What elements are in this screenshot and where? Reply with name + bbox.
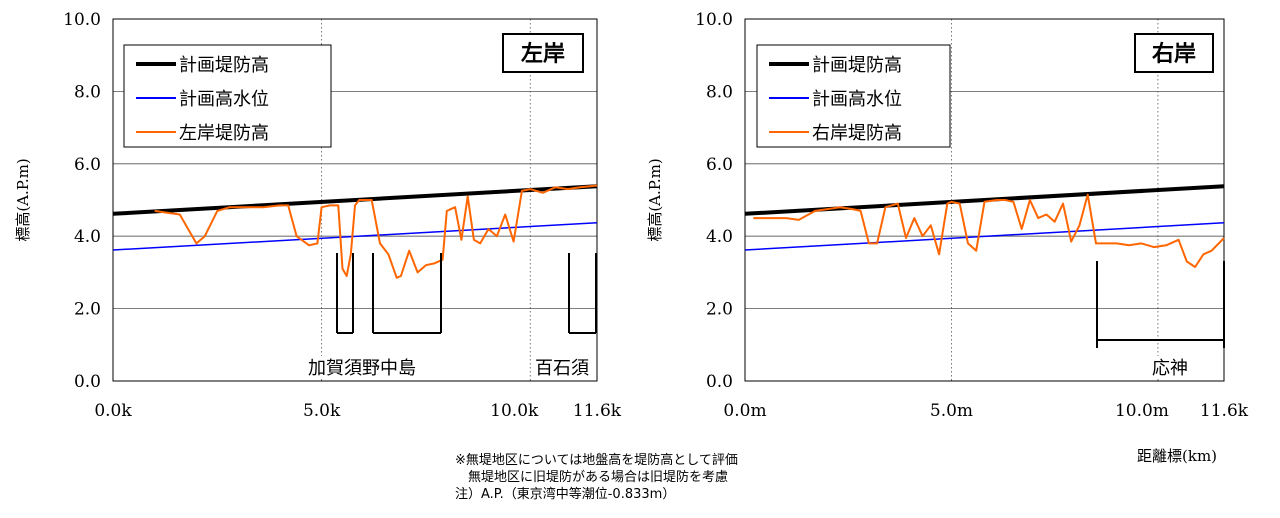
legend-label: 右岸堤防高 — [812, 123, 902, 144]
annotation-bg — [1151, 356, 1189, 378]
note-no-levee: ※無堤地区については地盤高を堤防高として評価 — [455, 453, 738, 468]
bank-label-box — [1134, 33, 1214, 73]
plot-frame — [112, 18, 598, 382]
plot-frame — [744, 18, 1225, 382]
y-tick-label: 8.0 — [74, 82, 101, 102]
section-annotation: 応神 — [1152, 358, 1188, 379]
series-line-bank-levee-height — [154, 184, 598, 279]
x-tick-label: 10.0m — [1115, 401, 1169, 421]
legend-box — [123, 44, 332, 148]
annotation-bg — [305, 356, 419, 378]
y-tick-label: 0.0 — [706, 372, 733, 392]
x-tick-label: 0.0m — [723, 401, 766, 421]
y-tick-label: 10.0 — [695, 10, 733, 30]
x-tick-label: 11.6k — [1200, 401, 1249, 421]
y-tick-label: 0.0 — [74, 372, 101, 392]
chart-panel-left-bank: 0.0 2.0 4.0 6.0 8.0 10.0 0.0k 5.0k 10.0k 11.6k 標高(… — [14, 10, 622, 421]
legend-label: 計画高水位 — [812, 89, 902, 110]
y-tick-label: 4.0 — [706, 227, 733, 247]
y-axis-label: 標高(A.P.m) — [14, 158, 32, 241]
x-tick-label: 5.0m — [930, 401, 973, 421]
footnotes: ※無堤地区については地盤高を堤防高として評価 無堤地区に旧堤防がある場合は旧堤防… — [455, 452, 738, 503]
legend-label: 左岸堤防高 — [179, 123, 269, 144]
legend-label: 計画堤防高 — [179, 55, 269, 76]
bank-label-box — [502, 33, 584, 73]
y-tick-label: 8.0 — [706, 82, 733, 102]
y-tick-label: 2.0 — [706, 300, 733, 320]
y-tick-label: 6.0 — [74, 155, 101, 175]
x-tick-label: 10.0k — [490, 401, 539, 421]
x-axis-title: 距離標(km) — [1137, 447, 1218, 465]
y-axis-label: 標高(A.P.m) — [646, 158, 664, 241]
note-old-levee: 無堤地区に旧堤防がある場合は旧堤防を考慮 — [455, 470, 729, 485]
y-tick-label: 6.0 — [706, 155, 733, 175]
y-tick-label: 2.0 — [74, 300, 101, 320]
y-tick-label: 4.0 — [74, 227, 101, 247]
legend-label: 計画堤防高 — [812, 55, 902, 76]
annotation-bg — [533, 356, 591, 378]
legend-label: 計画高水位 — [179, 89, 269, 110]
series-line-bank-levee-height — [753, 193, 1225, 268]
bank-label: 右岸 — [1152, 41, 1196, 67]
section-annotation: 百石須 — [535, 358, 589, 379]
series-line-planned-levee-height — [112, 184, 598, 216]
x-tick-label: 11.6k — [573, 401, 622, 421]
chart-panel-right-bank: 0.0 2.0 4.0 6.0 8.0 10.0 0.0m 5.0m 10.0m 11.6k 標高(… — [646, 10, 1249, 421]
x-tick-label: 5.0k — [303, 401, 341, 421]
section-annotation: 加賀須野中島 — [308, 358, 416, 379]
y-tick-label: 10.0 — [63, 10, 101, 30]
bank-label: 左岸 — [521, 41, 565, 67]
note-ap-datum: 注）A.P.（東京湾中等潮位-0.833m） — [455, 487, 676, 502]
series-line-planned-high-water — [744, 222, 1225, 251]
x-tick-label: 0.0k — [94, 401, 132, 421]
